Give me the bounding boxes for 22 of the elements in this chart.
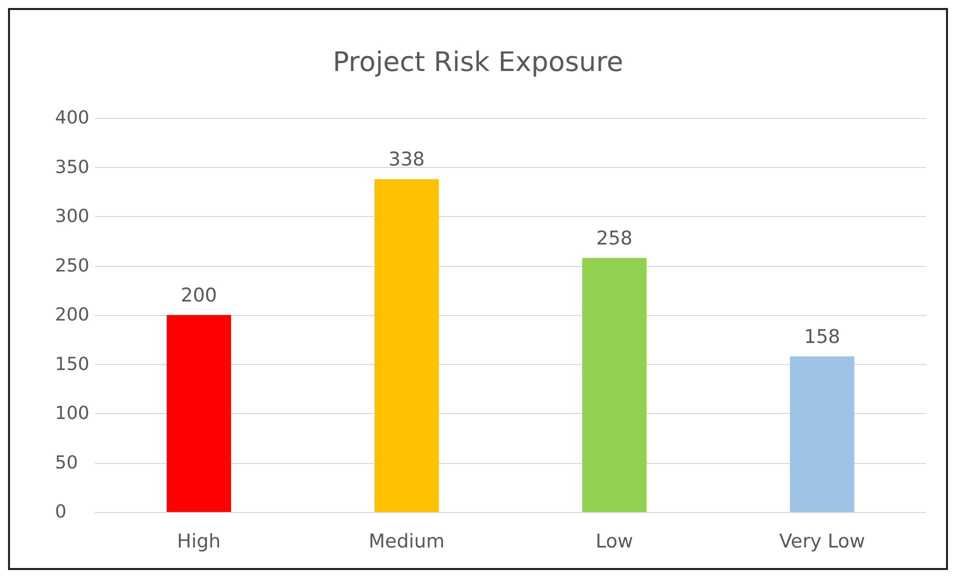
data-label: 158 <box>804 326 840 348</box>
y-tick-label: 0 <box>55 502 66 522</box>
bar <box>790 356 854 512</box>
bar <box>582 258 647 512</box>
x-tick-label: Very Low <box>779 530 865 552</box>
chart-title: Project Risk Exposure <box>332 47 624 78</box>
y-tick-label: 100 <box>55 403 90 424</box>
y-tick-label: 50 <box>55 452 78 474</box>
bar <box>166 315 232 512</box>
bar <box>374 179 439 512</box>
data-label: 338 <box>388 148 425 171</box>
x-tick-label: Medium <box>368 530 445 552</box>
y-tick-label: 200 <box>55 304 90 326</box>
data-label: 258 <box>596 227 633 250</box>
data-label: 200 <box>180 284 218 306</box>
y-tick-label: 400 <box>55 108 90 128</box>
x-tick-label: High <box>177 530 221 552</box>
y-tick-label: 150 <box>55 354 90 375</box>
x-tick-label: Low <box>596 530 634 552</box>
y-tick-label: 250 <box>55 255 90 276</box>
y-tick-label: 350 <box>55 156 90 178</box>
y-tick-label: 300 <box>55 206 90 227</box>
